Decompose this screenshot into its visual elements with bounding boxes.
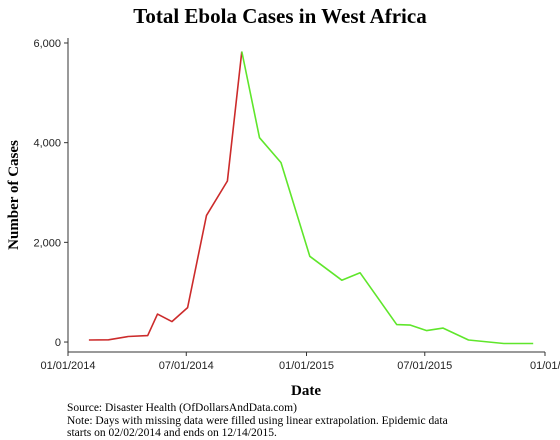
x-tick-label: 01/01/20 <box>530 360 560 372</box>
x-tick-label: 01/01/2015 <box>279 360 334 372</box>
x-tick-label: 01/01/2014 <box>40 360 95 372</box>
line-chart: 0 2,000 4,000 6,000 01/01/2014 07/01/2014 01/0… <box>6 38 560 399</box>
x-axis-title: Date <box>291 383 321 399</box>
y-tick-label: 6,000 <box>33 38 61 50</box>
series-line-2 <box>241 51 534 345</box>
plot-area <box>88 51 534 345</box>
series-line-1 <box>88 51 243 341</box>
y-tick-label: 2,000 <box>33 237 61 249</box>
axes: 0 2,000 4,000 6,000 01/01/2014 07/01/2014 01/0… <box>33 38 560 372</box>
y-tick-label: 0 <box>55 337 61 349</box>
chart-title: Total Ebola Cases in West Africa <box>133 4 427 28</box>
data-note-line-2: starts on 02/02/2014 and ends on 12/14/2… <box>67 427 277 439</box>
y-axis-title: Number of Cases <box>6 140 22 250</box>
data-note-line-1: Note: Days with missing data were filled… <box>67 414 448 427</box>
source-note: Source: Disaster Health (OfDollarsAndDat… <box>67 402 297 414</box>
caption: Source: Disaster Health (OfDollarsAndDat… <box>67 402 547 440</box>
y-tick-label: 4,000 <box>33 138 61 150</box>
x-tick-label: 07/01/2014 <box>159 360 214 372</box>
x-tick-label: 07/01/2015 <box>397 360 452 372</box>
